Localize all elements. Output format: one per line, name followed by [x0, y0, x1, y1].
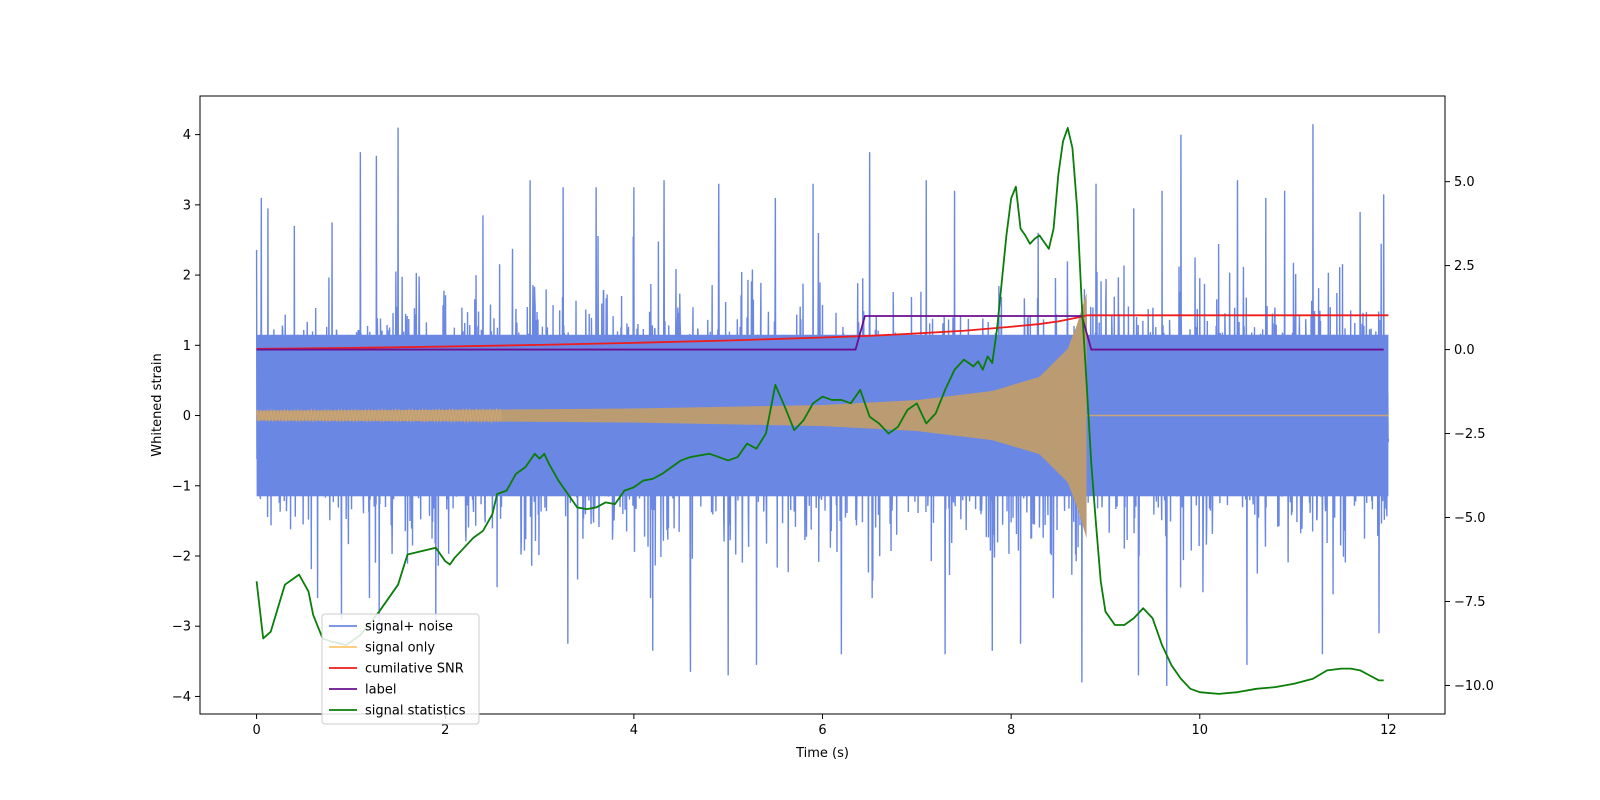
legend-box	[321, 613, 480, 725]
y-tick-label: −4	[172, 690, 191, 705]
legend: signal+ noise signal only cumilative SNR la…	[321, 613, 480, 725]
legend-entry: signal statistics	[365, 704, 466, 719]
y-tick-label: −2	[172, 549, 191, 564]
y2-tick-label: −5.0	[1454, 511, 1486, 526]
series-group	[255, 124, 1390, 695]
legend-entry: cumilative SNR	[365, 662, 464, 677]
y-axis-label: Whitened strain	[150, 353, 165, 456]
y2-tick-label: 5.0	[1454, 175, 1475, 190]
axes: Time (s) Whitened strain 0 2 4 6 8 10 12−4−3−2…	[150, 95, 1494, 761]
y2-tick-label: −2.5	[1454, 427, 1486, 442]
x-tick-label: 4	[630, 723, 638, 738]
y-tick-label: 0	[183, 409, 191, 424]
legend-entry: signal only	[365, 641, 435, 656]
y-tick-label: 1	[183, 339, 191, 354]
y2-tick-label: −7.5	[1454, 595, 1486, 610]
x-tick-label: 0	[252, 723, 260, 738]
signal-only-ripple	[255, 407, 503, 424]
signal-only-envelope	[256, 292, 1087, 539]
x-tick-label: 6	[818, 723, 826, 738]
x-tick-label: 12	[1380, 723, 1397, 738]
label-line	[256, 315, 1384, 351]
signal-statistics-line	[255, 127, 1384, 695]
y-tick-label: −1	[172, 479, 191, 494]
y-tick-label: 4	[183, 128, 191, 143]
legend-entry: signal+ noise	[365, 620, 453, 635]
plot-area	[255, 124, 1390, 695]
legend-entry: label	[365, 683, 396, 698]
y-tick-label: 3	[183, 198, 191, 213]
y-tick-label: 2	[183, 269, 191, 284]
x-tick-label: 8	[1007, 723, 1015, 738]
x-tick-label: 10	[1191, 723, 1208, 738]
x-tick-label: 2	[441, 723, 449, 738]
y-tick-label: −3	[172, 620, 191, 635]
y2-tick-label: −10.0	[1454, 679, 1494, 694]
y2-tick-label: 0.0	[1454, 343, 1475, 358]
y2-tick-label: 2.5	[1454, 259, 1475, 274]
x-axis-label: Time (s)	[795, 746, 849, 761]
cumilative-snr-line	[256, 314, 1389, 350]
